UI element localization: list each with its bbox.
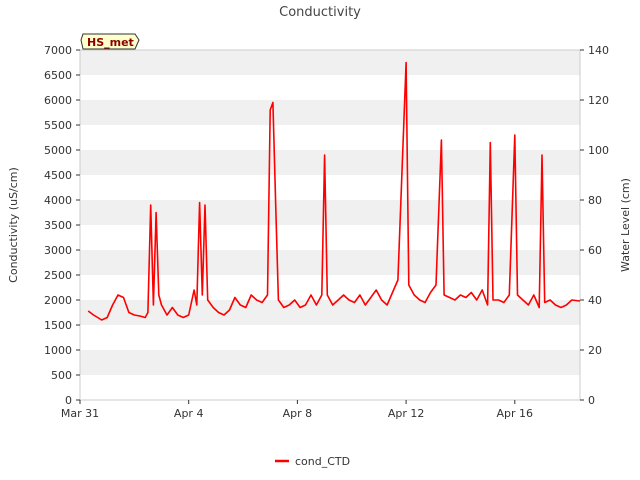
y-right-tick-label: 60: [588, 244, 602, 257]
station-badge-label: HS_met: [87, 36, 134, 49]
y-left-tick-label: 2500: [44, 269, 72, 282]
x-tick-label: Apr 8: [283, 407, 313, 420]
grid-band: [80, 350, 580, 375]
grid-band: [80, 300, 580, 325]
x-tick-label: Apr 4: [174, 407, 204, 420]
y-axis-right-label: Water Level (cm): [619, 178, 632, 272]
grid-band: [80, 200, 580, 225]
y-left-tick-label: 3500: [44, 219, 72, 232]
y-left-tick-label: 7000: [44, 44, 72, 57]
x-tick-label: Apr 16: [497, 407, 534, 420]
y-left-tick-label: 3000: [44, 244, 72, 257]
x-tick-label: Mar 31: [61, 407, 99, 420]
y-right-tick-label: 0: [588, 394, 595, 407]
y-right-tick-label: 80: [588, 194, 602, 207]
y-left-tick-label: 2000: [44, 294, 72, 307]
grid-bands: [80, 50, 580, 375]
series-line-cond_CTD: [87, 61, 581, 321]
grid-band: [80, 100, 580, 125]
x-axis-ticks: Mar 31 Apr 4 Apr 8 Apr 12 Apr 16: [61, 400, 533, 420]
y-axis-left-label: Conductivity (uS/cm): [7, 167, 20, 283]
legend-label-cond_CTD: cond_CTD: [295, 455, 350, 468]
y-right-tick-label: 40: [588, 294, 602, 307]
series-layer: [87, 61, 581, 321]
y-left-tick-label: 0: [65, 394, 72, 407]
y-right-tick-label: 100: [588, 144, 609, 157]
x-tick-label: Apr 12: [388, 407, 425, 420]
grid-band: [80, 250, 580, 275]
station-badge: HS_met: [80, 33, 140, 50]
y-left-tick-label: 5500: [44, 119, 72, 132]
grid-band: [80, 150, 580, 175]
y-right-tick-label: 20: [588, 344, 602, 357]
left-axis-ticks: 0 500 1000 1500 2000 2500 3000 3500 4000 4500 5000…: [44, 44, 80, 407]
y-left-tick-label: 6500: [44, 69, 72, 82]
y-left-tick-label: 6000: [44, 94, 72, 107]
y-left-tick-label: 4000: [44, 194, 72, 207]
y-left-tick-label: 1000: [44, 344, 72, 357]
y-right-tick-label: 120: [588, 94, 609, 107]
y-left-tick-label: 5000: [44, 144, 72, 157]
legend: cond_CTD: [275, 455, 350, 468]
y-left-tick-label: 500: [51, 369, 72, 382]
grid-band: [80, 50, 580, 75]
y-left-tick-label: 1500: [44, 319, 72, 332]
right-axis-ticks: 0 20 40 60 80 100 120 140: [580, 44, 609, 407]
chart-title: Conductivity: [279, 5, 361, 20]
y-left-tick-label: 4500: [44, 169, 72, 182]
y-right-tick-label: 140: [588, 44, 609, 57]
